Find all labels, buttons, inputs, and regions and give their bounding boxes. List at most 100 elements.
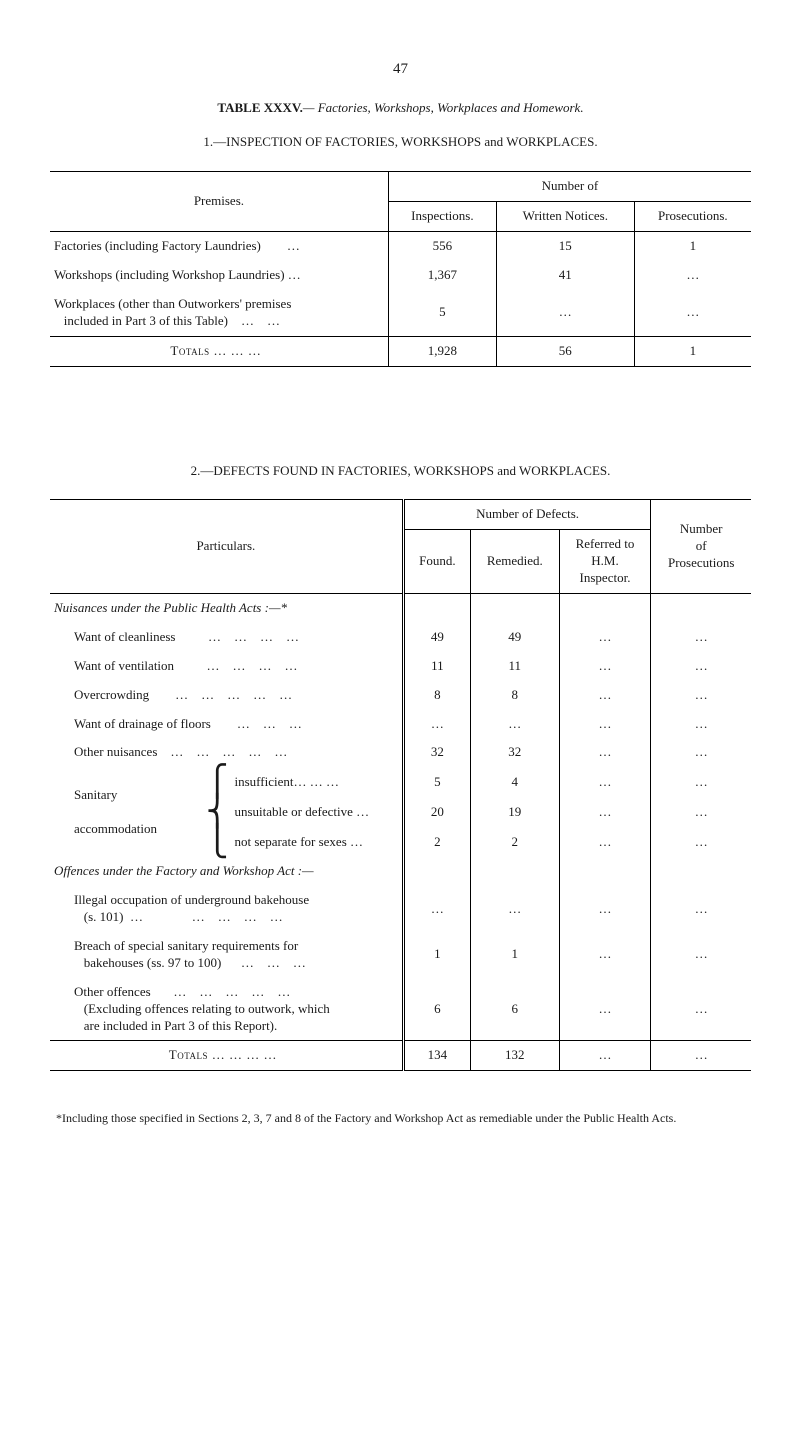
totals-row: Totals … … … … 134 132 … … bbox=[50, 1041, 751, 1071]
cell-inspections: 5 bbox=[388, 290, 496, 336]
totals-inspections: 1,928 bbox=[388, 336, 496, 366]
cell-pros: … bbox=[651, 710, 751, 739]
table-row: Breach of special sanitary requirements … bbox=[50, 932, 751, 978]
row-label: insufficient… … … bbox=[231, 767, 404, 797]
row-label: Overcrowding … … … … … bbox=[50, 681, 403, 710]
cell-found: 2 bbox=[403, 827, 470, 857]
hdr-found: Found. bbox=[403, 530, 470, 594]
row-label: Want of drainage of floors … … … bbox=[50, 710, 403, 739]
totals-label: Totals … … … bbox=[50, 336, 388, 366]
cell-pros: … bbox=[651, 681, 751, 710]
cell-remedied: 19 bbox=[471, 797, 560, 827]
cell-inspections: 556 bbox=[388, 232, 496, 261]
row-label: Other offences … … … … … (Excluding offe… bbox=[50, 978, 403, 1041]
cell-notices: … bbox=[496, 290, 634, 336]
cell-pros: … bbox=[651, 932, 751, 978]
cell-found: 5 bbox=[403, 767, 470, 797]
cell-found: … bbox=[403, 710, 470, 739]
cell-referred: … bbox=[559, 932, 651, 978]
cell-remedied: 6 bbox=[471, 978, 560, 1041]
cell-remedied: 4 bbox=[471, 767, 560, 797]
cell-pros: … bbox=[651, 652, 751, 681]
table-row: Workshops (including Workshop Laundries)… bbox=[50, 261, 751, 290]
cell-referred: … bbox=[559, 978, 651, 1041]
cell-pros: … bbox=[651, 978, 751, 1041]
totals-label: Totals … … … … bbox=[50, 1041, 403, 1071]
table-xxxv-title: TABLE XXXV.— Factories, Workshops, Workp… bbox=[50, 100, 751, 117]
cell-pros: … bbox=[651, 827, 751, 857]
totals-prosecutions: 1 bbox=[634, 336, 751, 366]
cell-remedied: … bbox=[471, 710, 560, 739]
hdr-number-of-defects: Number of Defects. bbox=[403, 500, 651, 530]
group-2-title: Offences under the Factory and Workshop … bbox=[50, 857, 403, 886]
cell-referred: … bbox=[559, 623, 651, 652]
cell-pros: … bbox=[651, 886, 751, 932]
cell-remedied: 2 bbox=[471, 827, 560, 857]
cell-pros: … bbox=[651, 797, 751, 827]
totals-referred: … bbox=[559, 1041, 651, 1071]
row-label: unsuitable or defective … bbox=[231, 797, 404, 827]
cell-found: 20 bbox=[403, 797, 470, 827]
group-heading-row: Offences under the Factory and Workshop … bbox=[50, 857, 751, 886]
section-2-heading: 2.—DEFECTS FOUND IN FACTORIES, WORKSHOPS… bbox=[50, 463, 751, 480]
table-xxxv-title-prefix: TABLE XXXV. bbox=[217, 100, 302, 115]
cell-referred: … bbox=[559, 710, 651, 739]
cell-notices: 15 bbox=[496, 232, 634, 261]
cell-pros: … bbox=[651, 767, 751, 797]
hdr-inspections: Inspections. bbox=[388, 202, 496, 232]
cell-found: … bbox=[403, 886, 470, 932]
cell-referred: … bbox=[559, 652, 651, 681]
group-1-title: Nuisances under the Public Health Acts :… bbox=[50, 593, 403, 622]
cell-pros: … bbox=[651, 738, 751, 767]
cell-remedied: 11 bbox=[471, 652, 560, 681]
row-label: Want of ventilation … … … … bbox=[50, 652, 403, 681]
cell-referred: … bbox=[559, 827, 651, 857]
cell-found: 32 bbox=[403, 738, 470, 767]
hdr-prosecutions: Prosecutions. bbox=[634, 202, 751, 232]
cell-found: 8 bbox=[403, 681, 470, 710]
table-row: Other nuisances … … … … … 32 32 … … bbox=[50, 738, 751, 767]
cell-remedied: 1 bbox=[471, 932, 560, 978]
group-heading-row: Nuisances under the Public Health Acts :… bbox=[50, 593, 751, 622]
cell-found: 49 bbox=[403, 623, 470, 652]
brace-icon: ⎧⎨⎩ bbox=[204, 767, 231, 857]
hdr-remedied: Remedied. bbox=[471, 530, 560, 594]
totals-pros: … bbox=[651, 1041, 751, 1071]
table-row: Other offences … … … … … (Excluding offe… bbox=[50, 978, 751, 1041]
hdr-premises: Premises. bbox=[50, 172, 388, 232]
cell-referred: … bbox=[559, 681, 651, 710]
table-row: Want of cleanliness … … … … 49 49 … … bbox=[50, 623, 751, 652]
totals-row: Totals … … … 1,928 56 1 bbox=[50, 336, 751, 366]
table-row: Illegal occupation of underground bakeho… bbox=[50, 886, 751, 932]
row-label: Workshops (including Workshop Laundries)… bbox=[50, 261, 388, 290]
hdr-written-notices: Written Notices. bbox=[496, 202, 634, 232]
cell-remedied: 8 bbox=[471, 681, 560, 710]
page-number: 47 bbox=[50, 60, 751, 80]
row-label: Other nuisances … … … … … bbox=[50, 738, 403, 767]
cell-referred: … bbox=[559, 797, 651, 827]
cell-referred: … bbox=[559, 738, 651, 767]
cell-pros: … bbox=[651, 623, 751, 652]
hdr-number-of: Number of bbox=[388, 172, 751, 202]
cell-referred: … bbox=[559, 886, 651, 932]
totals-found: 134 bbox=[403, 1041, 470, 1071]
cell-inspections: 1,367 bbox=[388, 261, 496, 290]
table-row: Overcrowding … … … … … 8 8 … … bbox=[50, 681, 751, 710]
table-row: Sanitary accommodation ⎧⎨⎩ insufficient…… bbox=[50, 767, 751, 797]
section-1-heading: 1.—INSPECTION OF FACTORIES, WORKSHOPS an… bbox=[50, 134, 751, 151]
hdr-particulars: Particulars. bbox=[50, 500, 403, 594]
table-row: Factories (including Factory Laundries) … bbox=[50, 232, 751, 261]
cell-found: 1 bbox=[403, 932, 470, 978]
hdr-referred: Referred to H.M. Inspector. bbox=[559, 530, 651, 594]
inspection-table: Premises. Number of Inspections. Written… bbox=[50, 171, 751, 366]
cell-referred: … bbox=[559, 767, 651, 797]
cell-prosecutions: … bbox=[634, 290, 751, 336]
cell-remedied: … bbox=[471, 886, 560, 932]
defects-table: Particulars. Number of Defects. Number o… bbox=[50, 499, 751, 1071]
row-label: Want of cleanliness … … … … bbox=[50, 623, 403, 652]
table-xxxv-title-rest: — Factories, Workshops, Workplaces and H… bbox=[303, 100, 584, 115]
totals-remedied: 132 bbox=[471, 1041, 560, 1071]
cell-found: 6 bbox=[403, 978, 470, 1041]
row-label: not separate for sexes … bbox=[231, 827, 404, 857]
cell-remedied: 49 bbox=[471, 623, 560, 652]
